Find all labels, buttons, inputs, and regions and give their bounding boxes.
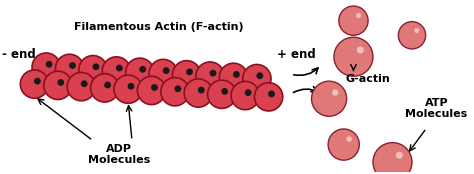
Circle shape <box>126 58 154 86</box>
Circle shape <box>268 90 275 97</box>
Circle shape <box>328 129 359 160</box>
Text: ADP
Molecules: ADP Molecules <box>88 144 150 165</box>
Circle shape <box>44 71 72 100</box>
Circle shape <box>81 80 88 87</box>
Circle shape <box>245 89 252 96</box>
Circle shape <box>161 78 189 106</box>
Circle shape <box>198 87 205 93</box>
Circle shape <box>184 79 212 107</box>
Circle shape <box>34 78 41 85</box>
Circle shape <box>163 67 170 74</box>
Circle shape <box>173 61 201 89</box>
Circle shape <box>46 61 53 68</box>
Circle shape <box>373 143 412 174</box>
Circle shape <box>116 65 123 72</box>
Circle shape <box>102 57 130 85</box>
Circle shape <box>339 6 368 35</box>
Circle shape <box>128 83 135 90</box>
Text: - end: - end <box>2 48 36 61</box>
Circle shape <box>231 81 259 110</box>
Text: ATP
Molecules: ATP Molecules <box>405 98 467 119</box>
Circle shape <box>20 70 49 98</box>
Circle shape <box>92 63 100 70</box>
Circle shape <box>233 71 240 78</box>
Circle shape <box>151 84 158 91</box>
Circle shape <box>114 75 142 103</box>
Circle shape <box>243 65 271 93</box>
Circle shape <box>91 74 119 102</box>
Circle shape <box>398 22 426 49</box>
Circle shape <box>32 53 60 81</box>
Circle shape <box>79 56 107 84</box>
Circle shape <box>137 76 166 105</box>
Circle shape <box>208 80 236 108</box>
Text: + end: + end <box>276 48 315 61</box>
Circle shape <box>186 68 193 75</box>
Circle shape <box>357 46 364 53</box>
Circle shape <box>414 28 419 33</box>
Circle shape <box>255 83 283 111</box>
Circle shape <box>311 81 346 116</box>
Circle shape <box>69 62 76 69</box>
Circle shape <box>219 63 247 92</box>
Circle shape <box>210 70 217 77</box>
Circle shape <box>346 136 352 142</box>
Circle shape <box>196 62 224 90</box>
Circle shape <box>396 152 403 159</box>
Circle shape <box>57 79 64 86</box>
Circle shape <box>149 59 177 88</box>
Circle shape <box>139 66 146 73</box>
Text: Filamentous Actin (F-actin): Filamentous Actin (F-actin) <box>73 22 243 33</box>
Circle shape <box>104 82 111 88</box>
Circle shape <box>332 89 338 96</box>
Circle shape <box>256 72 263 79</box>
Circle shape <box>174 85 181 92</box>
Circle shape <box>67 73 95 101</box>
Circle shape <box>356 13 361 18</box>
Circle shape <box>221 88 228 95</box>
Text: G-actin: G-actin <box>346 74 391 84</box>
Circle shape <box>334 37 373 76</box>
Circle shape <box>55 54 84 83</box>
